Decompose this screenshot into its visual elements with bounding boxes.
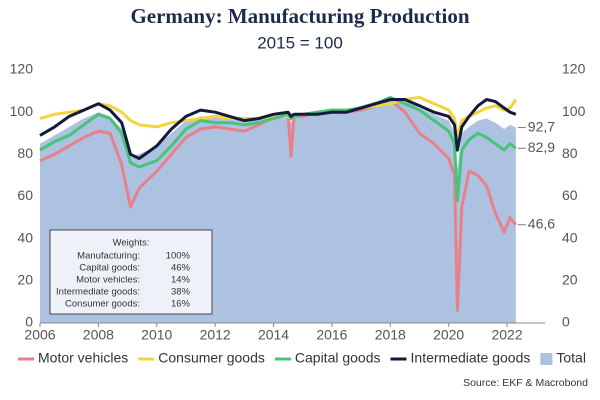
y-tick-label: 120 [10, 61, 34, 77]
weights-value: 16% [171, 299, 191, 310]
y-tick-label: 40 [17, 229, 33, 245]
x-tick-label: 2008 [83, 327, 114, 343]
y-tick-label: 20 [17, 272, 33, 288]
weights-value: 14% [171, 275, 191, 286]
y-tick-label: 0 [25, 314, 33, 330]
source: Source: EKF & Macrobond [463, 377, 588, 389]
chart-title: Germany: Manufacturing Production [130, 4, 469, 28]
y-tick-label: 80 [17, 145, 33, 161]
y-tick-label-right: 0 [562, 314, 570, 330]
x-tick-label: 2012 [200, 327, 231, 343]
weights-label: Manufacturing: [77, 251, 140, 262]
y-tick-label-right: 80 [562, 145, 578, 161]
legend-label: Total [556, 350, 586, 366]
weights-label: Intermediate goods: [56, 287, 140, 298]
annotation-label: 46,6 [528, 215, 555, 231]
x-tick-label: 2010 [141, 327, 172, 343]
legend-label: Consumer goods [158, 350, 265, 366]
x-tick-label: 2014 [258, 327, 289, 343]
y-tick-label: 100 [10, 103, 34, 119]
x-tick-label: 2018 [375, 327, 406, 343]
x-tick-label: 2020 [433, 327, 464, 343]
x-tick-label: 2016 [316, 327, 347, 343]
y-tick-label-right: 40 [562, 229, 578, 245]
x-tick-label: 2006 [24, 327, 55, 343]
weights-label: Capital goods: [79, 263, 140, 274]
weights-value: 38% [171, 287, 191, 298]
chart-subtitle: 2015 = 100 [257, 33, 343, 52]
legend-label: Capital goods [295, 350, 381, 366]
y-tick-label-right: 20 [562, 272, 578, 288]
annotation-label: 82,9 [528, 139, 555, 155]
x-tick-label: 2022 [491, 327, 522, 343]
y-tick-label-right: 100 [562, 103, 586, 119]
legend-label: Intermediate goods [411, 350, 531, 366]
annotation-label: 92,7 [528, 118, 555, 134]
weights-label: Consumer goods: [65, 299, 140, 310]
weights-value: 46% [171, 263, 191, 274]
weights-title: Weights: [113, 238, 150, 249]
weights-value: 100% [166, 251, 191, 262]
y-tick-label: 60 [17, 187, 33, 203]
y-tick-label-right: 60 [562, 187, 578, 203]
line [39, 98, 517, 160]
weights-label: Motor vehicles: [76, 275, 140, 286]
legend-label: Motor vehicles [38, 350, 128, 366]
y-tick-label-right: 120 [562, 61, 586, 77]
weights-box [49, 229, 213, 315]
legend-swatch [540, 353, 553, 365]
